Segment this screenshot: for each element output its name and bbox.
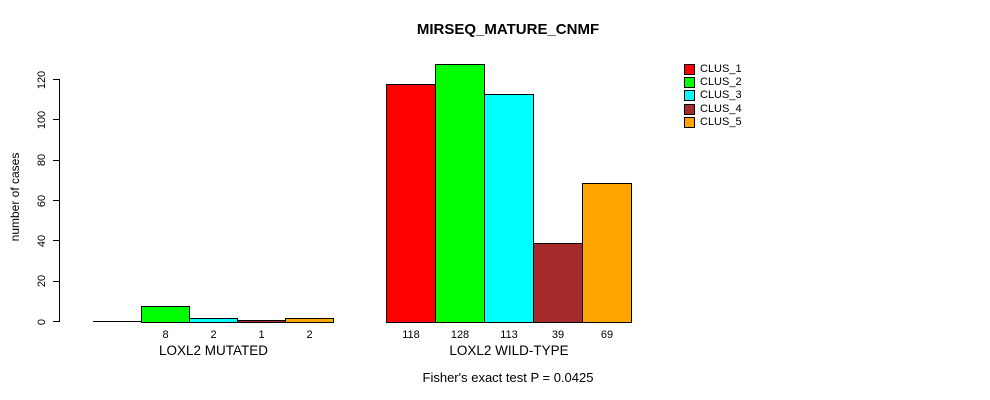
y-axis-line <box>59 79 60 322</box>
legend-item-label: CLUS_4 <box>700 102 742 115</box>
legend: CLUS_1 CLUS_2 CLUS_3 CLUS_4 CLUS_5 <box>684 63 742 129</box>
bar-value-label: 2 <box>210 329 217 341</box>
bar-value-label: 39 <box>551 329 565 341</box>
bar-value-label: 2 <box>306 329 313 341</box>
group-label: LOXL2 WILD-TYPE <box>449 343 569 358</box>
y-tick-label: 60 <box>36 194 48 207</box>
y-tick-mark <box>53 159 59 161</box>
y-tick-mark <box>53 280 59 282</box>
legend-swatch <box>684 90 695 102</box>
y-tick-mark <box>53 79 59 80</box>
y-tick-label: 120 <box>36 70 48 89</box>
y-tick-label: 0 <box>36 318 48 325</box>
legend-swatch <box>684 64 695 76</box>
y-tick-mark <box>53 200 59 201</box>
legend-item-label: CLUS_1 <box>700 63 742 76</box>
legend-item: CLUS_2 <box>684 76 742 89</box>
bar-value-label: 8 <box>162 329 169 341</box>
y-tick-mark <box>53 119 59 121</box>
bar <box>533 242 583 323</box>
legend-item-label: CLUS_3 <box>700 89 742 102</box>
y-axis-label: number of cases <box>8 152 22 242</box>
group-label: LOXL2 MUTATED <box>158 343 269 358</box>
legend-item: CLUS_1 <box>684 63 742 76</box>
legend-item: CLUS_4 <box>684 103 742 116</box>
bar <box>189 317 238 323</box>
legend-item-label: CLUS_2 <box>700 76 742 89</box>
legend-swatch <box>684 116 695 128</box>
bar <box>141 305 190 323</box>
bar-zero <box>93 321 142 322</box>
bar <box>237 319 286 323</box>
legend-item: CLUS_3 <box>684 89 742 102</box>
bar-value-label: 1 <box>258 329 265 341</box>
y-tick-mark <box>53 321 59 322</box>
y-tick-label: 80 <box>36 154 48 167</box>
bar <box>582 182 632 323</box>
bar-value-label: 113 <box>500 329 518 341</box>
y-tick-label: 40 <box>36 234 48 247</box>
bar-value-label: 69 <box>600 329 614 341</box>
legend-swatch <box>684 103 695 115</box>
y-tick-label: 100 <box>36 110 48 130</box>
legend-swatch <box>684 77 695 89</box>
chart-title: MIRSEQ_MATURE_CNMF <box>416 21 600 38</box>
bar <box>435 63 485 323</box>
y-tick-label: 20 <box>36 275 48 288</box>
fisher-test-annotation: Fisher's exact test P = 0.0425 <box>422 370 594 385</box>
bar <box>285 317 334 323</box>
bar <box>484 93 534 323</box>
legend-item: CLUS_5 <box>684 116 742 129</box>
y-tick-mark <box>53 240 59 242</box>
legend-item-label: CLUS_5 <box>700 115 742 128</box>
bar-value-label: 118 <box>402 329 420 341</box>
bar <box>386 83 436 323</box>
bar-value-label: 128 <box>450 329 470 341</box>
